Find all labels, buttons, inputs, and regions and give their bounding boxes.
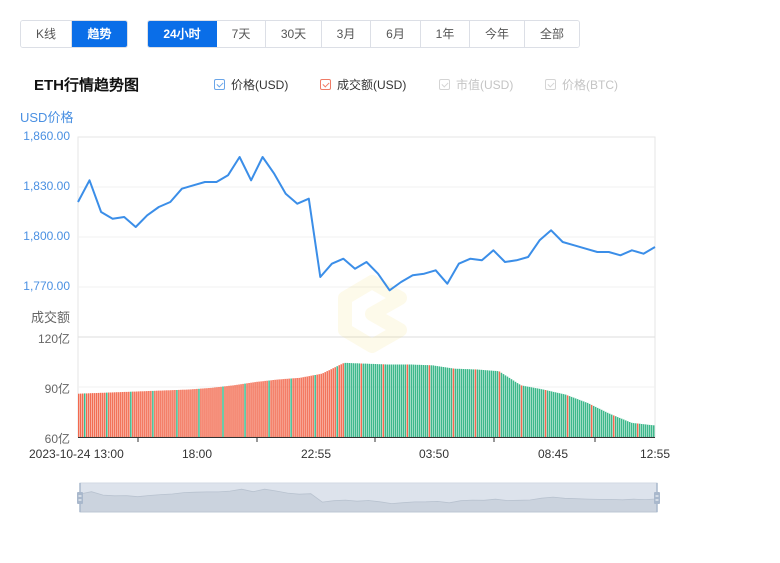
zoom-preview-area xyxy=(79,488,658,513)
legend-label: 成交额(USD) xyxy=(337,78,407,92)
volume-tick: 90亿 xyxy=(44,382,70,396)
x-tick: 2023-10-24 13:00 xyxy=(29,447,124,461)
price-plot-area xyxy=(77,136,656,438)
tab-30d[interactable]: 30天 xyxy=(266,21,322,47)
tab-ytd[interactable]: 今年 xyxy=(470,21,525,47)
view-trend-button[interactable]: 趋势 xyxy=(72,21,127,47)
legend-marketcap-usd[interactable]: 市值(USD) xyxy=(439,76,513,93)
price-axis-title: USD价格 xyxy=(20,110,74,125)
view-toggle: K线 趋势 xyxy=(20,20,128,48)
legend-price-btc[interactable]: 价格(BTC) xyxy=(545,76,618,93)
legend-label: 价格(BTC) xyxy=(562,78,618,92)
x-axis-ticks xyxy=(137,437,596,442)
tab-24h[interactable]: 24小时 xyxy=(148,21,217,47)
volume-axis-title: 成交额 xyxy=(30,310,70,325)
checkbox-checked-icon[interactable] xyxy=(439,79,450,90)
chart-title: ETH行情趋势图 xyxy=(34,77,140,94)
volume-bars xyxy=(78,362,655,437)
legend-volume-usd[interactable]: 成交额(USD) xyxy=(320,76,406,93)
price-tick: 1,860.00 xyxy=(23,129,70,143)
price-tick: 1,800.00 xyxy=(23,229,70,243)
x-tick: 08:45 xyxy=(538,447,569,461)
tab-all[interactable]: 全部 xyxy=(525,21,579,47)
price-line xyxy=(77,156,656,292)
legend-price-usd[interactable]: 价格(USD) xyxy=(214,76,288,93)
x-tick: 03:50 xyxy=(419,447,450,461)
tab-3m[interactable]: 3月 xyxy=(322,21,371,47)
legend-label: 市值(USD) xyxy=(456,78,514,92)
price-tick: 1,830.00 xyxy=(23,179,70,193)
zoom-handle-right[interactable] xyxy=(654,492,660,504)
legend-label: 价格(USD) xyxy=(231,78,289,92)
price-tick: 1,770.00 xyxy=(23,279,70,293)
x-tick: 22:55 xyxy=(301,447,332,461)
volume-tick: 60亿 xyxy=(44,432,70,446)
view-kline-button[interactable]: K线 xyxy=(21,21,72,47)
tab-1y[interactable]: 1年 xyxy=(421,21,470,47)
tab-6m[interactable]: 6月 xyxy=(371,21,421,47)
x-tick: 12:55 xyxy=(640,447,671,461)
watermark-logo-icon xyxy=(338,275,407,353)
tab-7d[interactable]: 7天 xyxy=(217,21,266,47)
grid-lines xyxy=(78,186,655,388)
checkbox-checked-icon[interactable] xyxy=(214,79,225,90)
checkbox-checked-icon[interactable] xyxy=(320,79,331,90)
volume-tick: 120亿 xyxy=(37,332,70,346)
checkbox-checked-icon[interactable] xyxy=(545,79,556,90)
data-zoom-slider[interactable] xyxy=(77,482,660,513)
zoom-handle-left[interactable] xyxy=(77,492,83,504)
x-tick: 18:00 xyxy=(182,447,213,461)
range-tabs: 24小时 7天 30天 3月 6月 1年 今年 全部 xyxy=(147,20,580,48)
